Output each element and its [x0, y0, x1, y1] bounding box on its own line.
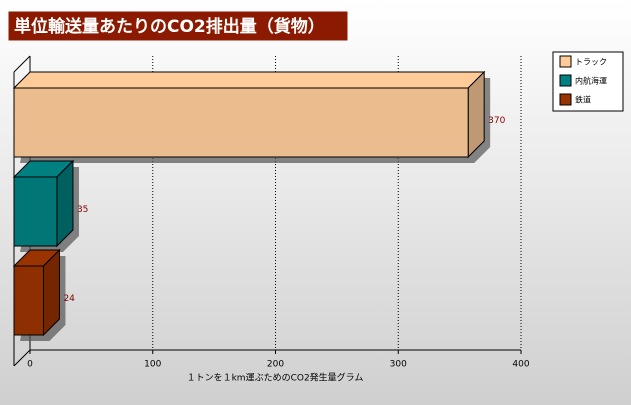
- bar: [13, 87, 469, 158]
- bar: [13, 176, 58, 247]
- legend-label: 鉄道: [575, 95, 591, 105]
- chart-title: 単位輸送量あたりのCO2排出量（貨物）: [14, 16, 325, 37]
- value-label: 370: [488, 116, 505, 126]
- x-tick-label: 300: [390, 360, 407, 370]
- value-label: 24: [63, 294, 75, 304]
- x-tick-label: 0: [27, 360, 33, 370]
- x-tick-label: 200: [267, 360, 284, 370]
- bar: [13, 265, 44, 336]
- title-box: [7, 10, 349, 42]
- legend-label: 内航海運: [575, 76, 607, 86]
- x-axis-label: １トンを１km運ぶためのCO2発生量グラム: [187, 372, 364, 384]
- x-tick-label: 400: [512, 360, 529, 370]
- legend-swatch: [559, 93, 572, 106]
- legend-label: トラック: [575, 58, 607, 67]
- wall-edge: [13, 55, 31, 73]
- x-tick-label: 100: [144, 360, 161, 370]
- legend-swatch: [559, 74, 572, 87]
- value-label: 35: [77, 205, 88, 215]
- bar-top: [12, 71, 486, 89]
- legend-swatch: [559, 55, 572, 68]
